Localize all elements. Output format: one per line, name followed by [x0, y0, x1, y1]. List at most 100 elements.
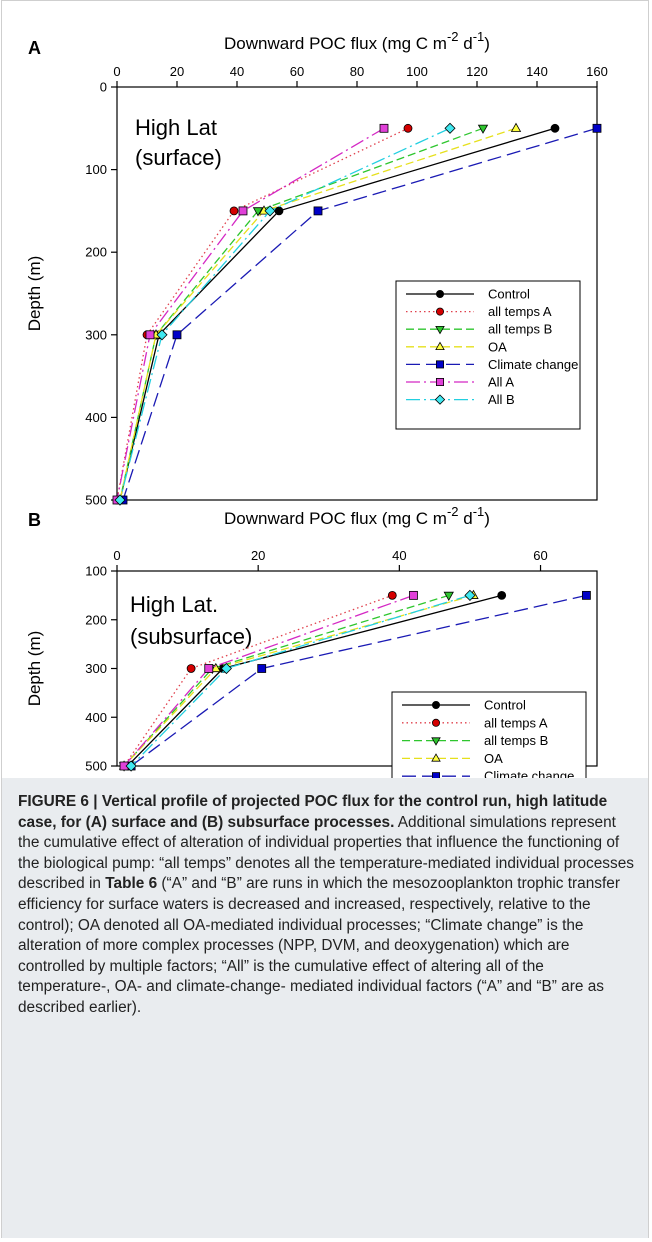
plot-annotation-line: (subsurface) [130, 624, 252, 649]
data-point [592, 123, 602, 133]
y-tick-label: 400 [85, 410, 107, 425]
data-point [409, 590, 418, 600]
y-tick-label: 100 [85, 564, 107, 579]
caption-table-reference: Table 6 [105, 875, 158, 893]
legend-label: all temps B [488, 322, 552, 337]
y-tick-label: 0 [100, 80, 107, 95]
panel-label: A [28, 38, 41, 58]
series-all-b [114, 122, 456, 506]
y-tick-label: 500 [85, 493, 107, 508]
data-point [172, 330, 182, 340]
chart-panel-b: B Downward POC flux (mg C m-2 d-1) Depth (… [25, 504, 598, 780]
x-tick-label: 140 [526, 64, 548, 79]
data-point [238, 206, 248, 216]
data-point [220, 662, 232, 675]
x-tick-label: 160 [586, 64, 608, 79]
data-point [264, 205, 276, 217]
legend-label: all temps A [484, 715, 548, 730]
legend-marker [435, 360, 444, 369]
y-tick-label: 500 [85, 759, 107, 774]
data-point [252, 207, 264, 217]
data-point [114, 494, 126, 506]
legend-label: OA [484, 751, 503, 766]
x-tick-label: 80 [350, 64, 364, 79]
legend-label: Control [484, 698, 526, 713]
y-tick-label: 300 [85, 327, 107, 342]
data-point [257, 664, 267, 673]
y-tick-label: 100 [85, 162, 107, 177]
x-axis-label: Downward POC flux (mg C m-2 d-1) [224, 504, 490, 528]
series-line [116, 127, 409, 501]
x-axis-label: Downward POC flux (mg C m-2 d-1) [224, 29, 490, 53]
data-point [582, 590, 591, 600]
series-all-temps-a [112, 123, 413, 505]
legend-marker [435, 341, 445, 351]
legend-box [391, 691, 587, 780]
series-all-temps-a [119, 590, 397, 771]
data-point [186, 664, 196, 673]
series-all-a [112, 123, 389, 505]
series-line [130, 594, 471, 767]
data-point [125, 760, 137, 772]
data-point [274, 206, 284, 216]
y-tick-label: 300 [85, 661, 107, 676]
data-point [387, 590, 397, 600]
caption-heading: FIGURE 6 | Vertical profile of projected… [18, 793, 608, 831]
x-tick-label: 60 [290, 64, 304, 79]
caption-text-part-1: Additional simulations represent the cum… [18, 813, 634, 893]
legend-marker [431, 737, 441, 746]
series-line [119, 127, 556, 501]
plot-annotation-line: High Lat [135, 115, 217, 140]
legend: Control all temps A all temps B OA Climate c… [391, 691, 587, 780]
data-point [210, 662, 222, 673]
x-tick-label: 40 [392, 548, 406, 563]
data-point [443, 591, 454, 601]
data-point [464, 589, 476, 601]
series-line [122, 127, 598, 501]
series-line [119, 127, 451, 501]
legend-label: All B [488, 392, 515, 407]
data-point [379, 123, 389, 133]
series-line [123, 594, 414, 767]
y-tick-label: 200 [85, 245, 107, 260]
data-point [156, 329, 168, 341]
series-line [123, 594, 393, 767]
legend-label: all temps B [484, 733, 548, 748]
y-tick-label: 400 [85, 710, 107, 725]
panel-label: B [28, 510, 41, 530]
legend-marker [431, 753, 441, 762]
data-point [229, 206, 239, 216]
caption-background [2, 778, 648, 1238]
y-tick-label: 200 [85, 612, 107, 627]
chart-panel-a: A Downward POC flux (mg C m-2 d-1) Depth (… [25, 29, 608, 508]
series-line [116, 127, 385, 501]
legend-label: Control [488, 287, 530, 302]
legend-marker [431, 701, 440, 710]
legend-marker [435, 325, 445, 335]
series-all-b [125, 589, 476, 772]
figure-caption: FIGURE 6 | Vertical profile of projected… [18, 792, 636, 1019]
data-point [477, 124, 489, 134]
x-tick-label: 0 [113, 64, 120, 79]
legend-marker [435, 377, 444, 386]
legend-label: Climate change [488, 357, 578, 372]
data-point [510, 122, 522, 132]
figure-charts: A Downward POC flux (mg C m-2 d-1) Depth (… [25, 29, 608, 780]
y-axis-label: Depth (m) [25, 256, 44, 332]
legend-label: OA [488, 339, 507, 354]
series-line [119, 127, 517, 501]
legend-marker [431, 718, 440, 727]
legend-label: Climate change [484, 769, 574, 780]
x-tick-label: 60 [533, 548, 547, 563]
plot-annotation-line: (surface) [135, 145, 222, 170]
legend-marker [434, 394, 446, 405]
y-axis-label: Depth (m) [25, 631, 44, 707]
data-point [204, 664, 214, 673]
x-tick-label: 40 [230, 64, 244, 79]
caption-text-part-2: (“A” and “B” are runs in which the mesoz… [18, 875, 620, 1016]
x-tick-label: 120 [466, 64, 488, 79]
legend-marker [435, 289, 444, 298]
data-point [497, 590, 507, 600]
x-tick-label: 20 [251, 548, 265, 563]
x-tick-label: 0 [113, 548, 120, 563]
